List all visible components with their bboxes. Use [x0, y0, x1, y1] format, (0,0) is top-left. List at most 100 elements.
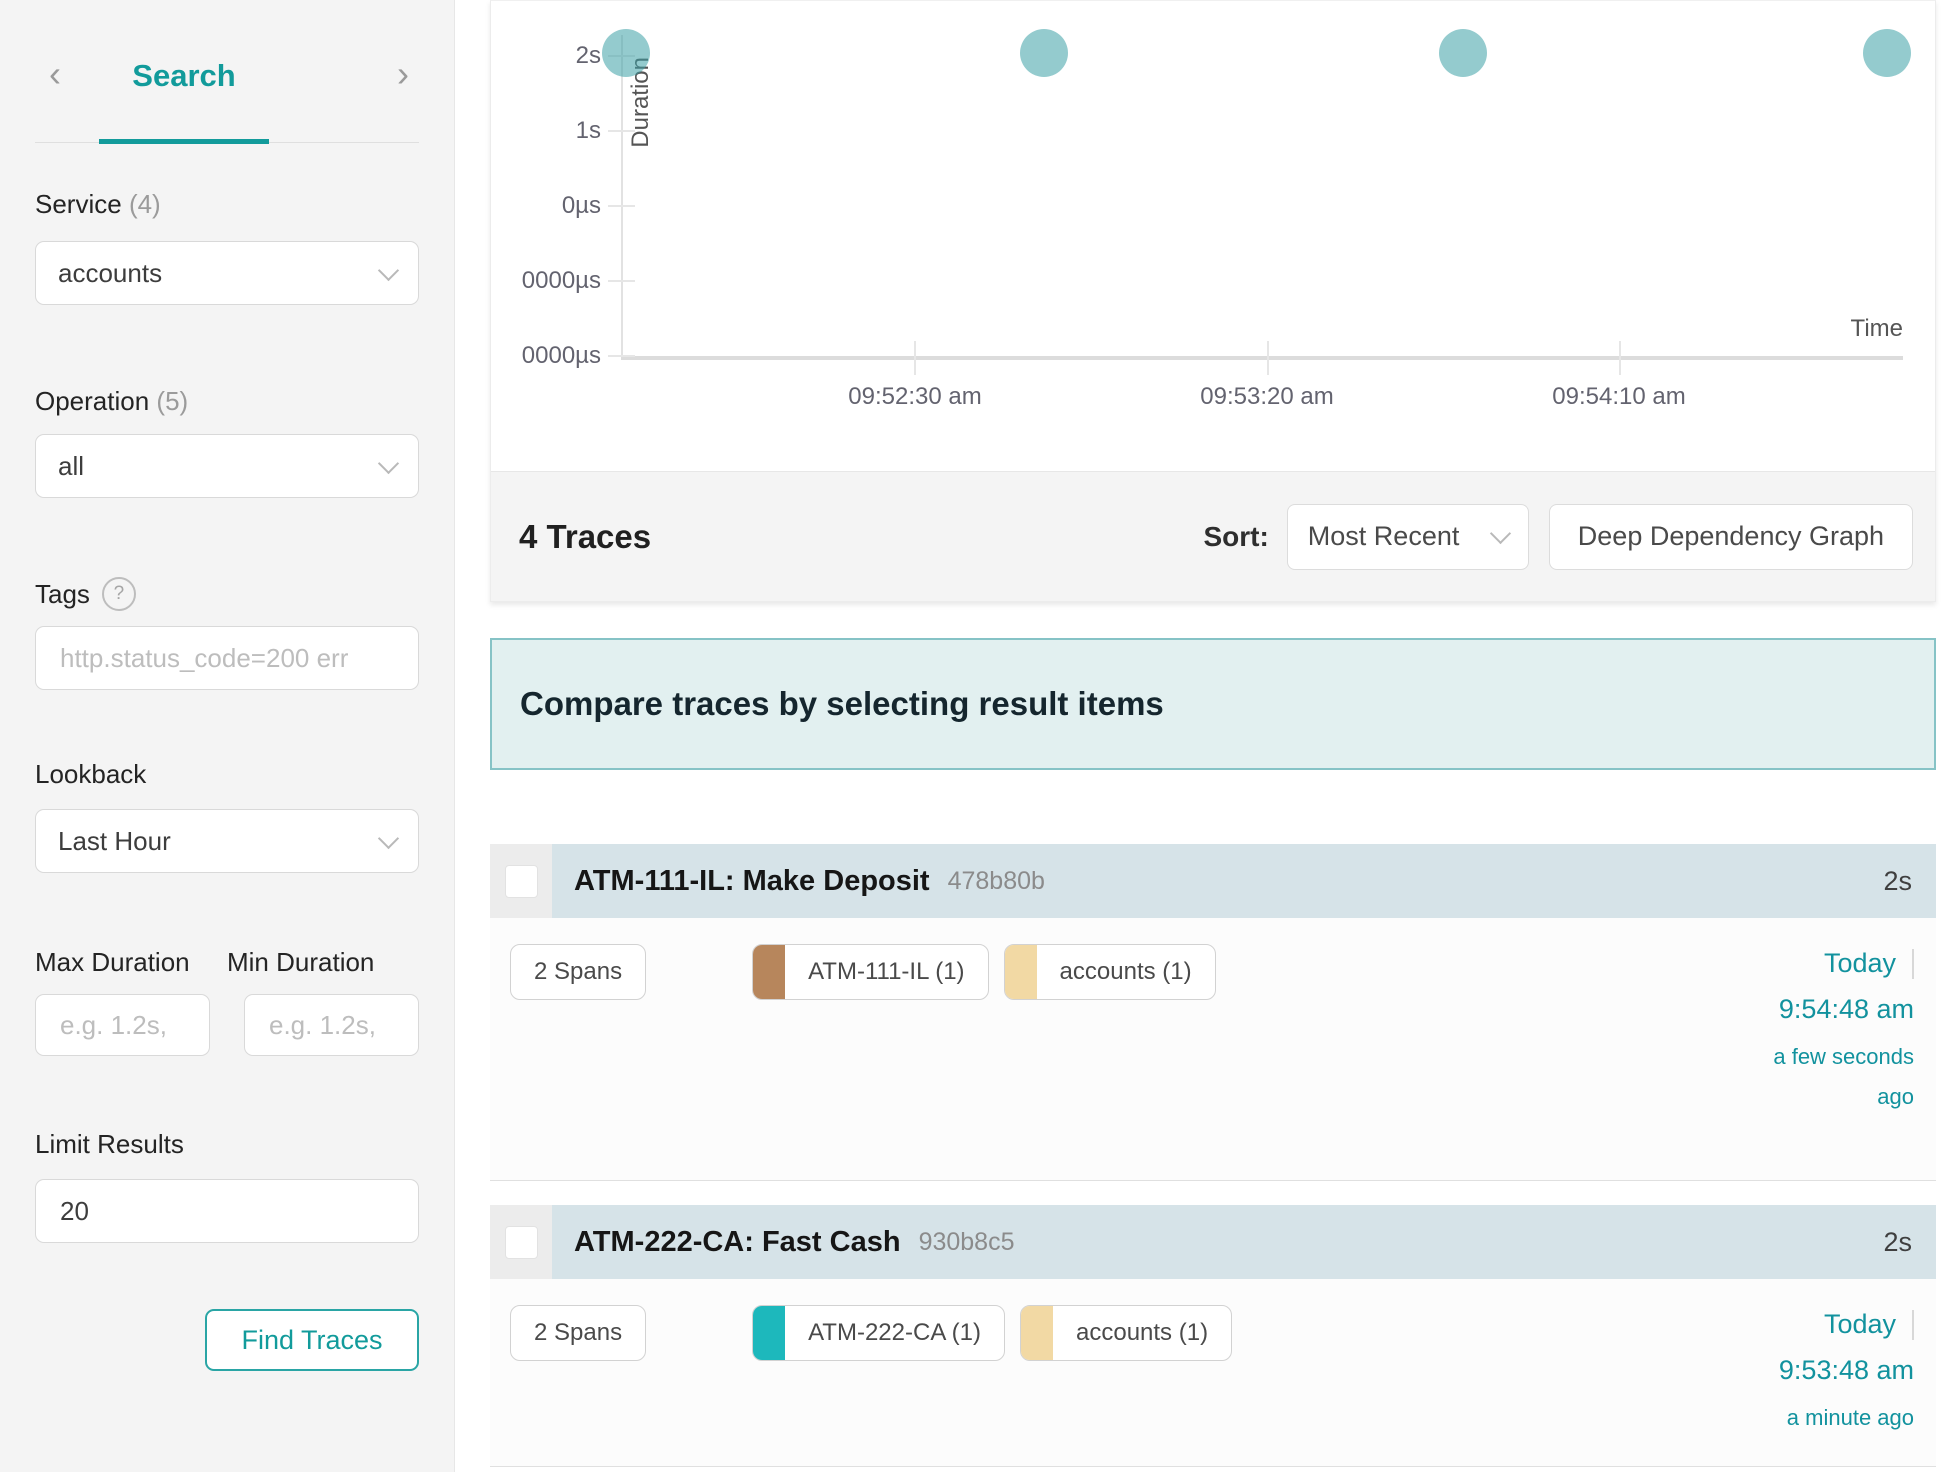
results-header-card: Duration Time 2s 1s 0µs 0000µs 0000µs 09… [490, 0, 1936, 602]
trace-result-item[interactable]: ATM-222-CA: Fast Cash 930b8c5 2s 2 Spans… [490, 1205, 1936, 1467]
trace-time: 9:53:48 am [1778, 1355, 1914, 1385]
chevron-down-icon [1489, 522, 1511, 545]
trace-timestamp: Today 9:54:48 am a few seconds ago [1742, 948, 1914, 1117]
lookback-select[interactable]: Last Hour [35, 809, 419, 873]
trace-date: Today [1823, 1309, 1896, 1339]
y-axis-line [621, 35, 623, 359]
x-tick-label: 09:54:10 am [1552, 383, 1686, 410]
trace-title: ATM-111-IL: Make Deposit [574, 864, 930, 897]
trace-result-item[interactable]: ATM-111-IL: Make Deposit 478b80b 2s 2 Sp… [490, 844, 1936, 1181]
duration-scatter-chart: Duration Time 2s 1s 0µs 0000µs 0000µs 09… [491, 1, 1935, 471]
y-tick-label: 1s [575, 117, 601, 144]
max-duration-wrap [35, 994, 210, 1056]
x-tick [1619, 341, 1621, 375]
trace-id: 478b80b [947, 866, 1045, 895]
service-count: (4) [128, 189, 161, 219]
max-duration-input[interactable] [58, 1008, 187, 1042]
checkbox-cell [490, 844, 552, 918]
lookback-label: Lookback [35, 759, 147, 789]
x-tick-label: 09:52:30 am [848, 383, 982, 410]
active-tab-underline [99, 139, 269, 144]
service-select[interactable]: accounts [35, 241, 419, 305]
limit-results-input[interactable] [58, 1194, 396, 1228]
service-color-bar [1021, 1306, 1053, 1360]
service-badge: accounts (1) [1003, 944, 1216, 1000]
trace-header-main[interactable]: ATM-111-IL: Make Deposit 478b80b 2s [552, 844, 1936, 918]
find-traces-button[interactable]: Find Traces [205, 1309, 419, 1371]
service-badge-label: accounts (1) [1076, 1319, 1209, 1346]
results-toolbar: 4 Traces Sort: Most Recent Deep Dependen… [491, 471, 1935, 601]
trace-relative-time: a minute ago [1786, 1405, 1914, 1430]
trace-duration: 2s [1883, 865, 1912, 896]
sort-label: Sort: [1203, 520, 1269, 552]
service-badge: accounts (1) [1020, 1305, 1233, 1361]
trace-date: Today [1823, 948, 1896, 978]
tab-search[interactable]: Search [132, 58, 236, 93]
help-icon[interactable]: ? [101, 577, 136, 611]
trace-select-checkbox[interactable] [504, 1225, 538, 1259]
lookback-select-value: Last Hour [58, 825, 171, 856]
compare-banner-text: Compare traces by selecting result items [520, 685, 1164, 722]
service-label: Service (4) [35, 189, 161, 219]
y-tick-label: 0µs [561, 192, 601, 219]
trace-id: 930b8c5 [918, 1227, 1015, 1256]
x-tick-label: 09:53:20 am [1200, 383, 1334, 410]
trace-count: 4 Traces [519, 517, 652, 555]
trace-time: 9:54:48 am [1778, 994, 1914, 1024]
trace-relative-time: a few seconds ago [1773, 1044, 1914, 1109]
operation-label: Operation (5) [35, 386, 189, 416]
y-tick [608, 130, 635, 132]
min-duration-input[interactable] [267, 1008, 396, 1042]
trace-header: ATM-111-IL: Make Deposit 478b80b 2s [490, 844, 1936, 918]
limit-results-label: Limit Results [35, 1129, 184, 1159]
chevron-down-icon [377, 259, 400, 281]
span-count-badge: 2 Spans [510, 1305, 647, 1361]
tags-input-wrap [35, 626, 419, 690]
tags-label: Tags ? [35, 576, 419, 612]
scatter-point[interactable] [1863, 29, 1911, 77]
trace-duration: 2s [1883, 1226, 1912, 1257]
trace-title: ATM-222-CA: Fast Cash [574, 1225, 901, 1258]
sort-select-value: Most Recent [1307, 521, 1460, 551]
service-badge: ATM-111-IL (1) [752, 944, 989, 1000]
operation-select-value: all [58, 450, 85, 481]
x-axis-line [621, 356, 1903, 360]
compare-banner: Compare traces by selecting result items [490, 638, 1936, 770]
checkbox-cell [490, 1205, 552, 1279]
trace-timestamp: Today 9:53:48 am a minute ago [1779, 1309, 1914, 1438]
scatter-point[interactable] [1020, 29, 1068, 77]
trace-select-checkbox[interactable] [504, 864, 538, 898]
x-tick [914, 341, 916, 375]
trace-body: 2 Spans ATM-222-CA (1) accounts (1) Toda… [490, 1279, 1936, 1467]
operation-count: (5) [156, 386, 189, 416]
y-tick [608, 205, 635, 207]
service-color-bar [1004, 945, 1037, 999]
y-tick [608, 280, 635, 282]
trace-header: ATM-222-CA: Fast Cash 930b8c5 2s [490, 1205, 1936, 1279]
tags-input[interactable] [58, 641, 396, 675]
operation-select[interactable]: all [35, 434, 419, 498]
limit-results-wrap [35, 1179, 419, 1243]
min-duration-wrap [244, 994, 419, 1056]
chevron-down-icon [377, 452, 400, 474]
scatter-point[interactable] [602, 29, 650, 77]
sort-select[interactable]: Most Recent [1286, 503, 1529, 570]
y-tick-label: 2s [575, 42, 601, 69]
service-color-bar [753, 945, 786, 999]
service-color-bar [753, 1306, 786, 1360]
scatter-point[interactable] [1439, 29, 1487, 77]
search-sidebar: ‹ Search › Service (4) accounts Operatio… [0, 0, 455, 1472]
x-axis-title: Time [1850, 315, 1903, 342]
deep-dependency-graph-button[interactable]: Deep Dependency Graph [1548, 503, 1913, 570]
search-results: Duration Time 2s 1s 0µs 0000µs 0000µs 09… [490, 0, 1936, 1467]
y-tick-label: 0000µs [521, 342, 601, 369]
service-badge-label: ATM-111-IL (1) [808, 958, 965, 985]
y-tick-label: 0000µs [521, 267, 601, 294]
max-duration-label: Max Duration [35, 947, 190, 977]
trace-header-main[interactable]: ATM-222-CA: Fast Cash 930b8c5 2s [552, 1205, 1936, 1279]
chevron-down-icon [377, 827, 400, 849]
date-separator [1912, 948, 1914, 979]
service-badge: ATM-222-CA (1) [752, 1305, 1005, 1361]
service-badge-label: accounts (1) [1059, 958, 1192, 985]
y-tick [608, 355, 635, 357]
